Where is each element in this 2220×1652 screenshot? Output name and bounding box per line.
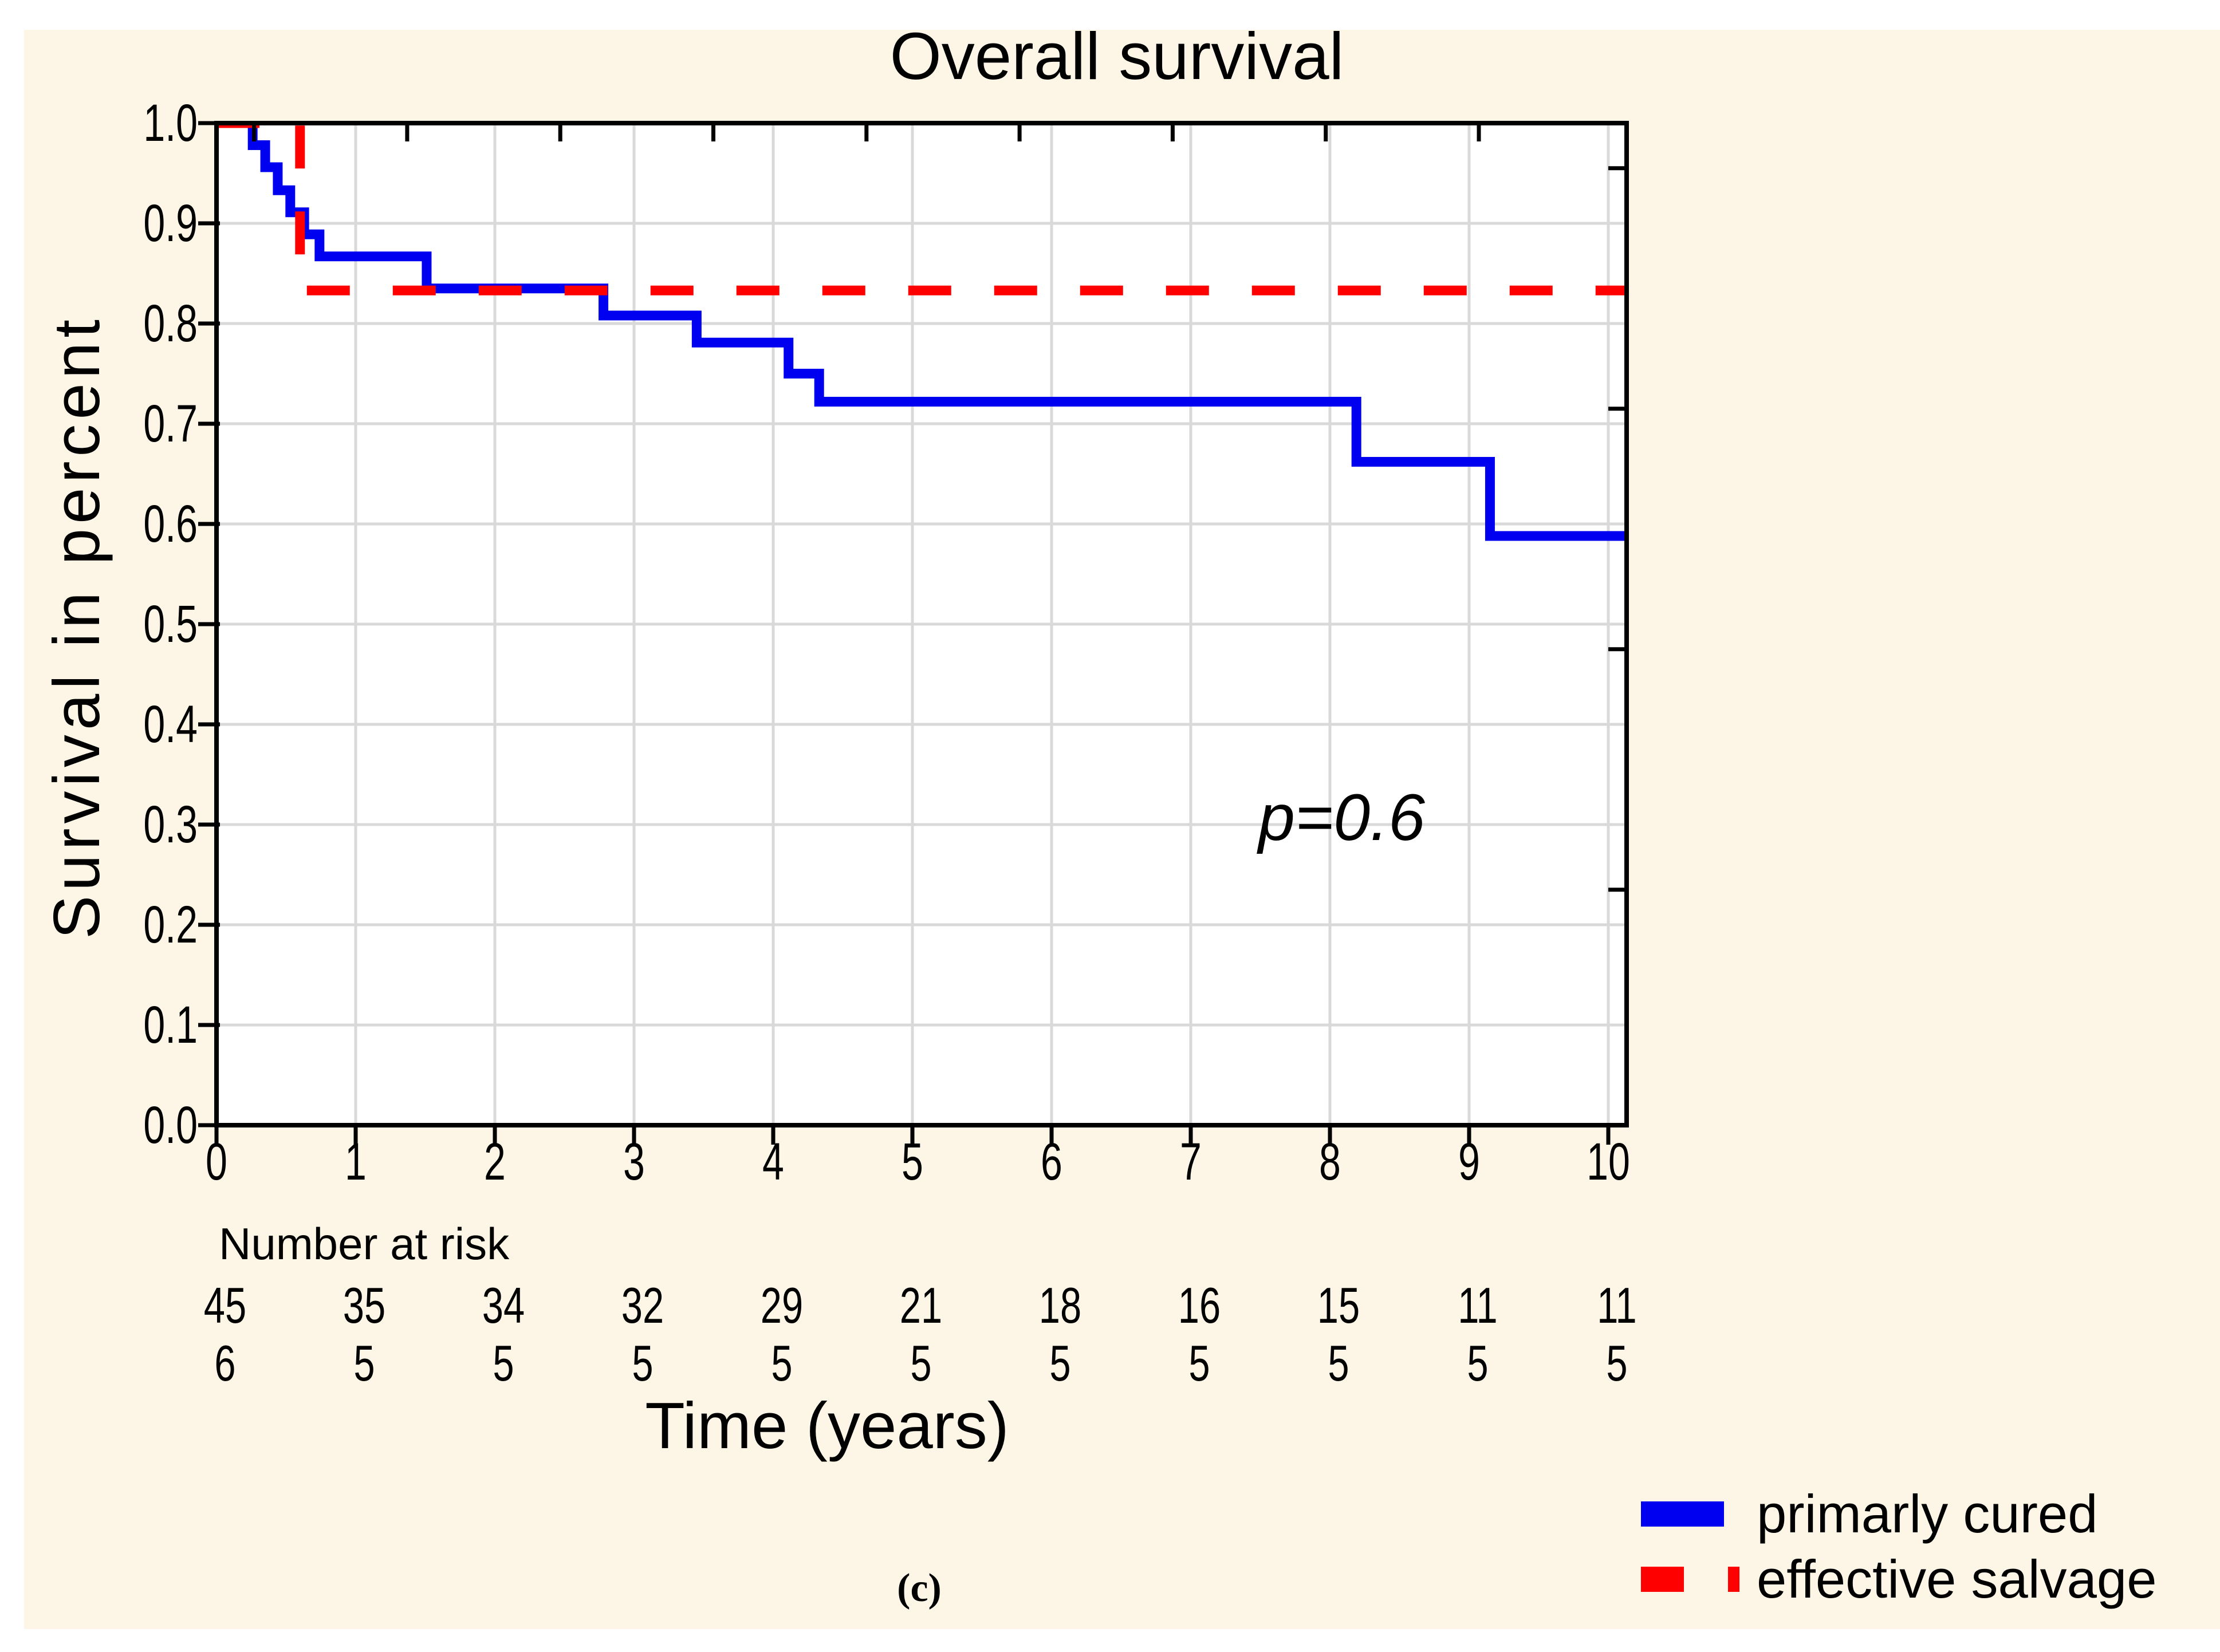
x-tick-label: 1 xyxy=(345,1133,367,1191)
legend-swatch-solid-blue xyxy=(1641,1501,1739,1527)
risk-count: 32 xyxy=(621,1277,664,1334)
y-tick-label: 0.2 xyxy=(143,896,198,954)
y-tick-label: 0.4 xyxy=(143,695,198,754)
legend-item-effective-salvage: effective salvage xyxy=(1641,1550,2156,1609)
legend-label: primarly cured xyxy=(1757,1484,2098,1544)
y-tick-label: 0.3 xyxy=(143,795,198,854)
red-dash-small-swatch-icon xyxy=(1728,1567,1739,1592)
risk-count: 5 xyxy=(1049,1335,1071,1391)
legend-item-primarly-cured: primarly cured xyxy=(1641,1484,2098,1544)
y-tick-label: 0.7 xyxy=(143,395,198,453)
y-tick-label: 0.8 xyxy=(143,294,198,353)
axis-ticks xyxy=(198,121,1627,1145)
risk-count: 5 xyxy=(1188,1335,1210,1391)
risk-table-title: Number at risk xyxy=(219,1219,510,1269)
risk-count: 5 xyxy=(1328,1335,1349,1391)
risk-count: 21 xyxy=(899,1277,943,1334)
x-tick-label: 3 xyxy=(623,1133,645,1191)
y-tick-label: 1.0 xyxy=(143,94,198,152)
risk-count: 5 xyxy=(910,1335,932,1391)
x-tick-label: 9 xyxy=(1458,1133,1480,1191)
y-tick-label: 0.9 xyxy=(143,194,198,253)
y-tick-label: 0.0 xyxy=(143,1096,198,1154)
risk-count: 11 xyxy=(1597,1277,1637,1334)
risk-count: 16 xyxy=(1178,1277,1221,1334)
risk-count: 6 xyxy=(214,1335,236,1391)
y-tick-label: 0.5 xyxy=(143,595,198,653)
x-tick-label: 7 xyxy=(1180,1133,1202,1191)
risk-count: 11 xyxy=(1458,1277,1498,1334)
blue-line-swatch-icon xyxy=(1641,1501,1724,1527)
risk-count: 18 xyxy=(1038,1277,1082,1334)
y-tick-label: 0.6 xyxy=(143,495,198,553)
survival-curve-primarly-cured xyxy=(219,125,1624,541)
risk-count: 45 xyxy=(203,1277,247,1334)
risk-count: 29 xyxy=(760,1277,804,1334)
p-value-annotation: p=0.6 xyxy=(1258,781,1425,854)
y-axis-title: Survival in percent xyxy=(41,315,113,939)
x-tick-label: 4 xyxy=(762,1133,784,1191)
x-tick-label: 10 xyxy=(1587,1133,1630,1191)
risk-count: 5 xyxy=(1467,1335,1489,1391)
risk-count: 15 xyxy=(1317,1277,1360,1334)
chart-title: Overall survival xyxy=(889,19,1344,93)
legend-swatch-dashed-red xyxy=(1641,1567,1739,1592)
x-tick-label: 2 xyxy=(484,1133,506,1191)
risk-count: 5 xyxy=(771,1335,793,1391)
x-tick-label: 5 xyxy=(902,1133,923,1191)
risk-count: 5 xyxy=(493,1335,514,1391)
x-axis-title: Time (years) xyxy=(645,1390,1009,1462)
risk-count: 5 xyxy=(353,1335,375,1391)
survival-curves xyxy=(219,125,1624,541)
risk-count: 5 xyxy=(632,1335,654,1391)
risk-count: 35 xyxy=(343,1277,386,1334)
figure-caption: (c) xyxy=(897,1566,942,1610)
x-tick-label: 6 xyxy=(1041,1133,1062,1191)
x-tick-label: 8 xyxy=(1319,1133,1341,1191)
risk-count: 5 xyxy=(1606,1335,1628,1391)
y-tick-label: 0.1 xyxy=(143,996,198,1054)
risk-count: 34 xyxy=(482,1277,525,1334)
red-dash-swatch-icon xyxy=(1641,1567,1684,1592)
x-tick-label: 0 xyxy=(206,1133,227,1191)
legend-label: effective salvage xyxy=(1757,1549,2157,1609)
